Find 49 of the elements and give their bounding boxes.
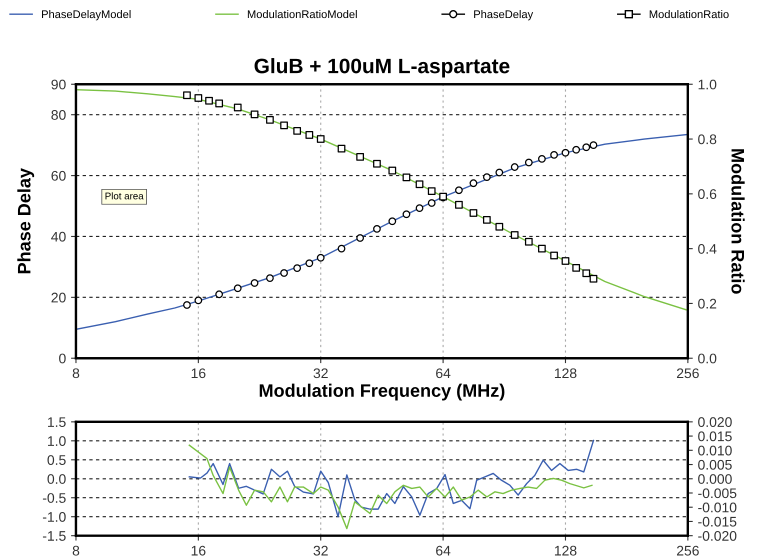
y2-tick-label: 0.015 <box>698 431 732 442</box>
y-tick-label: -0.5 <box>42 493 66 503</box>
x-tick-label: 256 <box>676 546 699 556</box>
x-tick-label: 8 <box>72 368 80 378</box>
legend-label: ModulationRatio <box>650 10 729 18</box>
y-tick-label: 0.5 <box>47 455 66 465</box>
y2-tick-label: 0.000 <box>698 474 732 484</box>
y-axis-title: Phase Delay <box>17 168 34 274</box>
y2-tick-label: 0.0 <box>698 354 716 364</box>
y-tick-label: 40 <box>51 232 66 242</box>
x-tick-label: 16 <box>192 546 206 556</box>
y-tick-label: -1.5 <box>42 531 66 541</box>
y2-tick-label: 0.020 <box>698 417 732 428</box>
x-tick-label: 16 <box>192 368 206 378</box>
legend-label: PhaseDelay <box>474 10 534 20</box>
annotation: Plot area <box>106 192 144 200</box>
y2-tick-label: 0.4 <box>698 244 716 254</box>
y2-tick-label: 0.2 <box>698 298 716 309</box>
y-tick-label: 1.5 <box>48 417 66 428</box>
y-tick-label: 1.0 <box>48 436 66 446</box>
x-tick-label: 32 <box>314 546 328 556</box>
y2-tick-label: 0.6 <box>698 189 716 200</box>
y-tick-label: 0 <box>59 354 66 364</box>
x-tick-label: 8 <box>72 546 80 556</box>
y-tick-label: 90 <box>51 80 66 90</box>
chart-title: GluB + 100uM L-aspartate <box>254 58 510 78</box>
y-tick-label: 20 <box>52 292 66 303</box>
y2-tick-label: -0.020 <box>698 531 736 541</box>
legend-label: PhaseDelayModel <box>42 10 131 20</box>
y2-tick-label: -0.005 <box>698 488 736 498</box>
y2-tick-label: 1.0 <box>698 80 716 90</box>
y2-tick-label: 0.005 <box>698 460 732 470</box>
x-tick-label: 64 <box>436 368 450 378</box>
x-tick-label: 128 <box>554 546 576 556</box>
y2-axis-title: Modulation Ratio <box>731 149 745 294</box>
y-tick-label: 60 <box>52 170 66 181</box>
y2-tick-label: 0.010 <box>698 446 732 456</box>
y-tick-label: 0.0 <box>47 474 66 484</box>
x-tick-label: 64 <box>436 546 450 556</box>
y2-tick-label: -0.015 <box>698 516 736 527</box>
y-tick-label: -1.0 <box>42 512 66 522</box>
x-axis-title: Modulation Frequency (MHz) <box>260 384 504 401</box>
legend-label: ModulationRatioModel <box>248 10 357 18</box>
y-tick-label: 80 <box>51 110 66 120</box>
x-tick-label: 256 <box>676 368 699 378</box>
y2-tick-label: -0.010 <box>698 502 736 512</box>
y2-tick-label: 0.8 <box>698 134 716 144</box>
x-tick-label: 128 <box>554 368 576 378</box>
x-tick-label: 32 <box>314 368 328 378</box>
